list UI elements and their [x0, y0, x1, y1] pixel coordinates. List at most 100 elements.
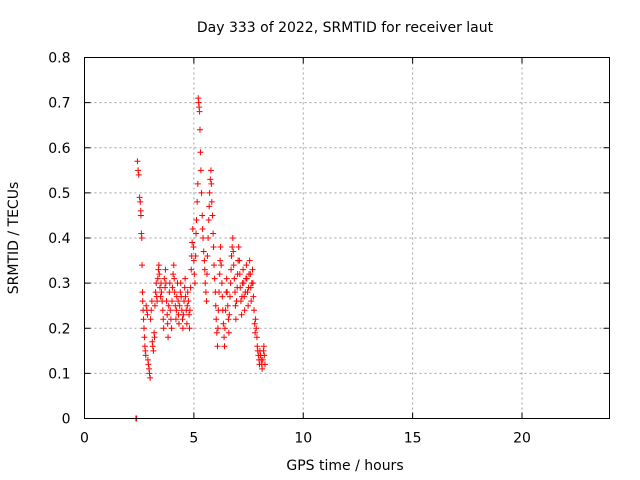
data-point	[183, 320, 190, 327]
data-point	[208, 198, 215, 205]
data-point	[134, 158, 141, 165]
data-point	[238, 311, 245, 318]
data-point	[194, 198, 201, 205]
data-point	[226, 311, 233, 318]
data-point	[211, 275, 218, 282]
data-point	[139, 262, 146, 269]
data-point	[149, 343, 156, 350]
data-point	[136, 194, 143, 201]
data-point	[148, 307, 155, 314]
data-point	[170, 262, 177, 269]
data-point	[165, 334, 172, 341]
data-point	[205, 216, 212, 223]
data-point	[143, 302, 150, 309]
data-point	[172, 316, 179, 323]
data-point	[146, 370, 153, 377]
points-layer	[132, 95, 268, 422]
data-point	[216, 271, 223, 278]
data-point	[232, 316, 239, 323]
data-point	[205, 235, 212, 241]
data-point	[184, 289, 191, 296]
data-point	[141, 334, 148, 341]
data-point	[243, 262, 250, 269]
data-point	[170, 271, 177, 278]
data-point	[145, 361, 152, 368]
data-point	[224, 302, 231, 309]
data-point	[246, 257, 253, 264]
data-point	[186, 325, 193, 332]
data-point	[161, 275, 168, 282]
data-point	[148, 298, 155, 305]
y-tick-label: 0.7	[48, 96, 70, 112]
data-point	[225, 329, 232, 336]
data-point	[173, 307, 180, 314]
data-point	[237, 284, 244, 291]
data-point	[189, 225, 196, 232]
data-point	[166, 280, 173, 287]
data-point	[219, 293, 226, 300]
data-point	[204, 271, 210, 278]
data-point	[217, 257, 224, 264]
data-point	[236, 271, 243, 278]
data-point	[227, 280, 234, 287]
data-point	[154, 298, 161, 305]
data-point	[211, 262, 217, 269]
data-point	[157, 293, 164, 300]
data-point	[160, 316, 167, 323]
data-point	[218, 262, 225, 269]
data-point	[235, 244, 242, 251]
data-point	[190, 257, 197, 264]
data-point	[260, 343, 267, 350]
data-point	[251, 320, 258, 327]
x-axis-label: GPS time / hours	[286, 458, 403, 474]
data-point	[247, 271, 254, 278]
data-point	[135, 167, 142, 174]
y-tick-label: 0.5	[48, 186, 70, 202]
y-tick-labels: 0 0.1 0.2 0.3 0.4 0.5 0.6 0.7 0.8	[48, 51, 70, 428]
data-point	[232, 302, 239, 309]
data-point	[137, 198, 144, 205]
x-tick-label: 10	[294, 431, 312, 447]
data-point	[162, 284, 168, 291]
data-point	[193, 216, 200, 223]
data-point	[135, 171, 142, 178]
data-point	[261, 361, 268, 368]
data-point	[236, 257, 243, 264]
data-point	[151, 302, 158, 309]
data-point	[229, 244, 236, 251]
data-point	[180, 311, 187, 318]
data-point	[176, 320, 182, 327]
data-point	[228, 253, 235, 260]
data-point	[169, 284, 176, 291]
data-point	[221, 334, 228, 341]
data-point	[150, 347, 157, 354]
data-point	[154, 275, 161, 282]
data-point	[204, 253, 211, 260]
data-point	[249, 280, 256, 287]
y-tick-label: 0	[62, 412, 71, 428]
data-point	[237, 298, 244, 305]
data-point	[186, 307, 193, 314]
data-point	[138, 235, 145, 241]
data-point	[162, 266, 169, 273]
data-point	[140, 316, 147, 323]
data-point	[182, 293, 189, 300]
data-point	[221, 343, 228, 350]
data-point	[139, 289, 146, 296]
x-tick-labels: 0 5 10 15 20	[80, 431, 531, 447]
data-point	[197, 167, 204, 174]
data-point	[223, 275, 230, 282]
data-point	[210, 244, 217, 251]
data-point	[222, 307, 229, 314]
data-point	[168, 325, 175, 332]
data-point	[213, 316, 220, 323]
data-point	[167, 307, 174, 314]
data-point	[167, 316, 174, 323]
y-tick-label: 0.1	[48, 366, 70, 382]
data-point	[187, 284, 194, 291]
data-point	[221, 325, 228, 332]
data-point	[139, 298, 146, 305]
data-point	[216, 289, 223, 296]
data-point	[169, 298, 175, 305]
data-point	[200, 235, 207, 241]
